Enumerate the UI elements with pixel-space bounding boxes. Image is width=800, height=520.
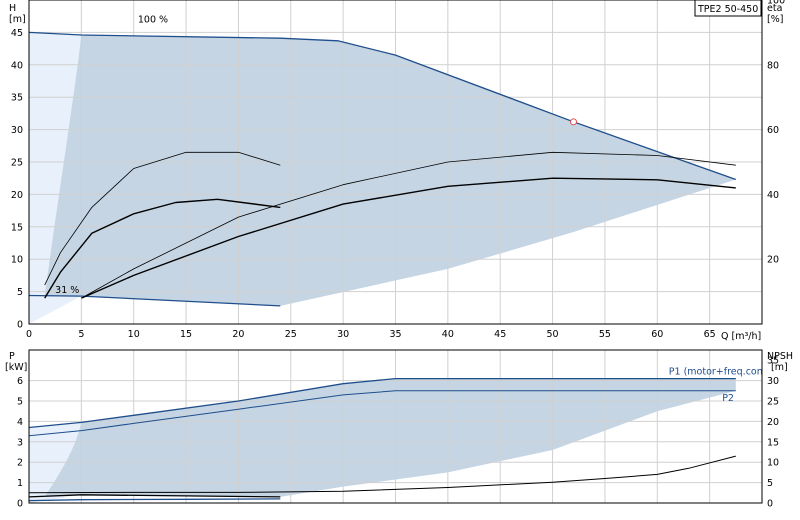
h-tick-label: 25 xyxy=(11,158,23,169)
npsh-axis-label: NPSH xyxy=(767,351,793,362)
p1-curve xyxy=(29,377,736,429)
p-tick-label: 4 xyxy=(17,417,23,428)
x-tick-label: 35 xyxy=(389,329,401,340)
eta-axis-unit: [%] xyxy=(767,14,783,25)
efficiency-curve-2 xyxy=(44,151,281,286)
h-tick-label: 35 xyxy=(11,93,23,104)
x-tick-label: 20 xyxy=(232,329,244,340)
duty-point xyxy=(570,118,578,126)
head-performance-area xyxy=(29,32,736,324)
power-left-light-region xyxy=(29,422,82,497)
npsh-tick-label: 15 xyxy=(767,437,779,448)
p-tick-label: 2 xyxy=(17,458,23,469)
eta-axis-label: eta xyxy=(767,3,782,14)
pump-title-box xyxy=(694,0,762,17)
h-tick-label: 40 xyxy=(11,60,23,71)
p1-series-label: P1 (motor+freq.converter) xyxy=(669,366,796,377)
x-tick-label: 10 xyxy=(128,329,140,340)
head-chart-curves: 100 % 31 % xyxy=(29,15,737,307)
head-chart-border xyxy=(28,0,763,325)
x-tick-label: 30 xyxy=(337,329,349,340)
p-tick-label: 1 xyxy=(17,478,23,489)
npsh-tick-label: 10 xyxy=(767,458,779,469)
efficiency-curve-3 xyxy=(44,198,281,299)
npsh-tick-label: 35 xyxy=(767,356,779,367)
operating-area xyxy=(29,32,736,306)
x-tick-label: 15 xyxy=(180,329,192,340)
npsh-tick-label: 20 xyxy=(767,417,779,428)
p-tick-label: 0 xyxy=(17,499,23,510)
npsh-tick-label: 5 xyxy=(767,478,773,489)
left-light-region xyxy=(29,32,82,296)
head-axis-unit: [m] xyxy=(9,14,26,25)
p-tick-label: 6 xyxy=(17,376,23,387)
eta-tick-label: 80 xyxy=(767,60,779,71)
h-tick-label: 30 xyxy=(11,125,23,136)
eta-tick-label: 40 xyxy=(767,190,779,201)
power-chart-frame xyxy=(28,349,763,504)
h-tick-label: 15 xyxy=(11,222,23,233)
efficiency-curve-4 xyxy=(81,177,736,299)
p2-curve xyxy=(29,390,736,437)
x-tick-label: 55 xyxy=(599,329,611,340)
power-axis-label: P xyxy=(9,351,15,362)
head-chart-frame xyxy=(28,0,763,325)
h-tick-label: 5 xyxy=(17,287,23,298)
power-chart-border xyxy=(28,349,763,504)
head-axis-label: H xyxy=(9,3,16,14)
power-performance-area xyxy=(29,378,736,503)
efficiency-curve-1 xyxy=(81,151,736,299)
power-chart-curves: P1 (motor+freq.converter) P2 xyxy=(29,366,796,502)
x-tick-label: 45 xyxy=(494,329,506,340)
x-tick-label: 0 xyxy=(26,329,32,340)
x-tick-label: 50 xyxy=(547,329,559,340)
power-axis-unit: [kW] xyxy=(5,362,27,373)
power-operating-area xyxy=(29,378,736,497)
x-tick-label: 25 xyxy=(285,329,297,340)
npsh-curve xyxy=(29,455,736,494)
npsh-axis-unit: [m] xyxy=(771,362,788,373)
x-tick-label: 5 xyxy=(78,329,84,340)
h-tick-label: 45 xyxy=(11,28,23,39)
h-tick-label: 20 xyxy=(11,190,23,201)
p2-series-label: P2 xyxy=(722,393,734,404)
eta-tick-label: 20 xyxy=(767,255,779,266)
speed-label-31: 31 % xyxy=(55,285,79,296)
eta-tick-label: 100 xyxy=(767,0,785,7)
speed-label-100: 100 % xyxy=(138,15,168,26)
x-tick-label: 60 xyxy=(651,329,663,340)
p-min-curve-1 xyxy=(29,494,281,498)
head-chart-tick-labels: 0 5 10 15 20 25 30 35 40 45 50 55 60 65 0 5 10 15 20 25 30 35… xyxy=(11,0,785,340)
x-tick-label: 40 xyxy=(442,329,454,340)
eta-tick-label: 60 xyxy=(767,125,779,136)
x-tick-label: 65 xyxy=(704,329,716,340)
npsh-tick-label: 0 xyxy=(767,499,773,510)
p-tick-label: 3 xyxy=(17,437,23,448)
p-tick-label: 5 xyxy=(17,397,23,408)
npsh-tick-label: 30 xyxy=(767,376,779,387)
pump-title: TPE2 50-450 xyxy=(697,4,758,15)
h-tick-label: 10 xyxy=(11,255,23,266)
power-chart-tick-labels: 0 1 2 3 4 5 6 0 5 10 15 20 25 30 35 xyxy=(17,356,779,510)
flow-axis-label: Q [m³/h] xyxy=(721,331,761,342)
p-min-curve-2 xyxy=(29,498,281,502)
h-tick-label: 0 xyxy=(17,320,23,331)
npsh-tick-label: 25 xyxy=(767,397,779,408)
